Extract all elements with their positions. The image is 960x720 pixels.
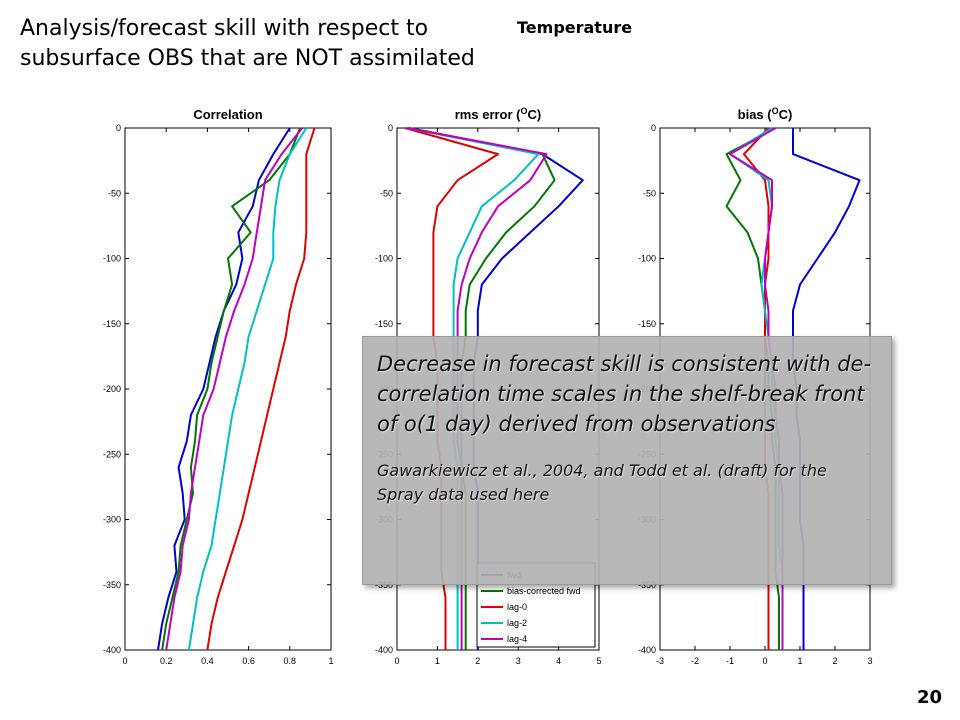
slide-title: Analysis/forecast skill with respect to …: [20, 14, 475, 74]
x-tick-label: 1: [435, 656, 440, 666]
x-tick-label: 2: [475, 656, 480, 666]
y-tick-label: 0: [651, 123, 656, 133]
slide-title-line-1: Analysis/forecast skill with respect to: [20, 16, 429, 41]
y-tick-label: -150: [638, 319, 656, 329]
series-line-lag-4: [165, 127, 303, 651]
series-line-bias-corrected-fwd: [161, 127, 302, 651]
y-tick-label: -400: [103, 645, 121, 655]
slide-title-line-2: subsurface OBS that are NOT assimilated: [20, 46, 475, 71]
x-tick-label: 4: [556, 656, 561, 666]
x-tick-label: 0: [762, 656, 767, 666]
page-number: 20: [916, 687, 942, 708]
callout-citation: Gawarkiewicz et al., 2004, and Todd et a…: [377, 461, 827, 504]
y-tick-label: -100: [103, 254, 121, 264]
x-tick-label: 0.4: [201, 656, 214, 666]
y-tick-label: -50: [643, 188, 656, 198]
y-tick-label: -100: [638, 254, 656, 264]
topic-label: Temperature: [517, 18, 633, 37]
x-tick-label: 0: [122, 656, 127, 666]
callout-main-text: Decrease in forecast skill is consistent…: [377, 352, 872, 436]
chart-1: Correlation 0 -50 -100 -150 -200 -250 -300 -350 -…: [103, 107, 334, 666]
chart-title: bias (OC): [738, 106, 793, 122]
x-tick-label: -2: [691, 656, 699, 666]
y-tick-label: -150: [375, 319, 393, 329]
series-line-fwd: [157, 127, 291, 651]
series-line-lag-2: [187, 127, 308, 651]
y-tick-label: 0: [116, 123, 121, 133]
y-tick-label: -50: [380, 188, 393, 198]
x-tick-label: 5: [596, 656, 601, 666]
legend-label: lag-4: [507, 634, 527, 644]
x-tick-label: 3: [516, 656, 521, 666]
x-tick-label: 2: [832, 656, 837, 666]
y-tick-label: 0: [388, 123, 393, 133]
x-tick-label: -1: [726, 656, 734, 666]
series-line-lag-0: [206, 127, 316, 651]
y-tick-label: -250: [103, 449, 121, 459]
x-tick-label: 1: [797, 656, 802, 666]
chart-title: rms error (OC): [455, 106, 541, 122]
x-tick-label: 0: [394, 656, 399, 666]
callout-box: Decrease in forecast skill is consistent…: [362, 336, 892, 585]
y-tick-label: -150: [103, 319, 121, 329]
plot-frame: [124, 127, 332, 651]
x-tick-label: 0.2: [160, 656, 173, 666]
x-tick-label: 1: [328, 656, 333, 666]
x-tick-label: -3: [656, 656, 664, 666]
y-tick-label: -100: [375, 254, 393, 264]
legend-label: lag-0: [507, 602, 527, 612]
legend-label: lag-2: [507, 618, 527, 628]
y-tick-label: -200: [103, 384, 121, 394]
x-tick-label: 0.8: [284, 656, 297, 666]
legend-label: bias-corrected fwd: [507, 586, 581, 596]
y-tick-label: -50: [108, 188, 121, 198]
y-tick-label: -400: [638, 645, 656, 655]
y-tick-label: -350: [103, 580, 121, 590]
chart-title: Correlation: [193, 107, 262, 122]
y-tick-label: -400: [375, 645, 393, 655]
y-tick-label: -300: [103, 515, 121, 525]
x-tick-label: 3: [867, 656, 872, 666]
x-tick-label: 0.6: [242, 656, 255, 666]
